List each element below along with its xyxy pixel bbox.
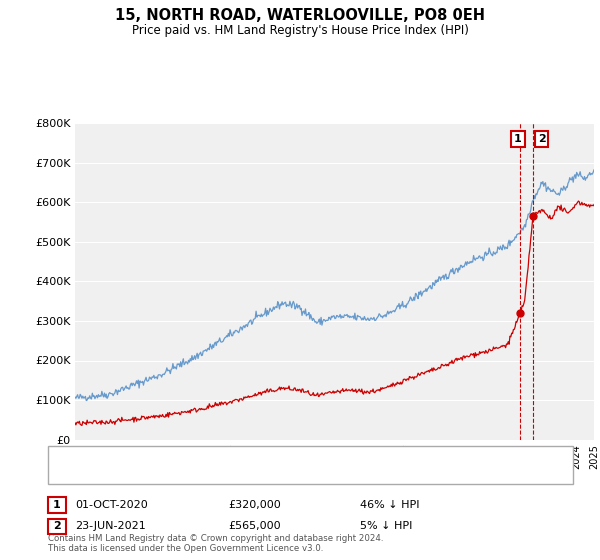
- Text: 01-OCT-2020: 01-OCT-2020: [75, 500, 148, 510]
- Text: HPI: Average price, detached house, East Hampshire: HPI: Average price, detached house, East…: [87, 470, 362, 480]
- Text: Price paid vs. HM Land Registry's House Price Index (HPI): Price paid vs. HM Land Registry's House …: [131, 24, 469, 36]
- Text: 46% ↓ HPI: 46% ↓ HPI: [360, 500, 419, 510]
- Text: £565,000: £565,000: [228, 521, 281, 531]
- Text: Contains HM Land Registry data © Crown copyright and database right 2024.
This d: Contains HM Land Registry data © Crown c…: [48, 534, 383, 553]
- Text: 2: 2: [53, 521, 61, 531]
- Text: 15, NORTH ROAD, WATERLOOVILLE, PO8 0EH: 15, NORTH ROAD, WATERLOOVILLE, PO8 0EH: [115, 8, 485, 24]
- Text: —: —: [59, 448, 76, 466]
- Text: 5% ↓ HPI: 5% ↓ HPI: [360, 521, 412, 531]
- Text: 15, NORTH ROAD, WATERLOOVILLE, PO8 0EH (detached house): 15, NORTH ROAD, WATERLOOVILLE, PO8 0EH (…: [87, 452, 416, 462]
- Text: 23-JUN-2021: 23-JUN-2021: [75, 521, 146, 531]
- Text: £320,000: £320,000: [228, 500, 281, 510]
- Text: 2: 2: [538, 134, 545, 144]
- Text: 1: 1: [514, 134, 522, 144]
- Text: 1: 1: [53, 500, 61, 510]
- Text: —: —: [59, 466, 76, 484]
